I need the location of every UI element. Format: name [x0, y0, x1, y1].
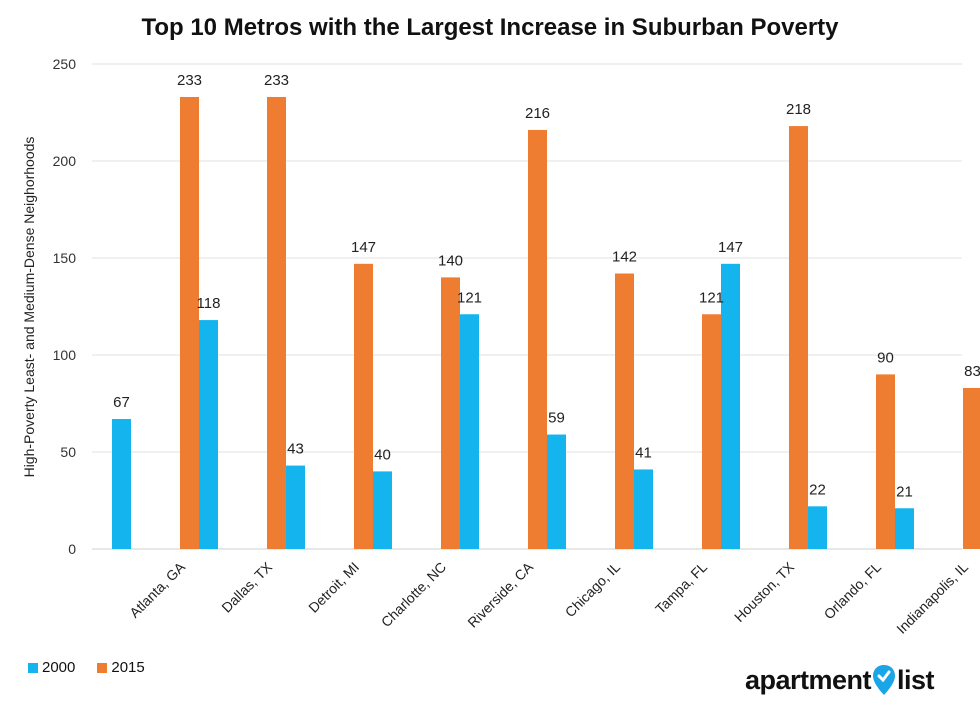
bar-2015: [528, 129, 547, 549]
y-tick-label: 100: [53, 347, 77, 363]
data-label-2015: 90: [877, 349, 894, 366]
legend-swatch-2015: [97, 662, 108, 673]
bar-2015: [963, 387, 980, 549]
map-pin-icon: [873, 665, 896, 695]
data-label-2015: 83: [964, 363, 980, 380]
y-tick-label: 0: [68, 541, 76, 557]
bar-2000: [199, 320, 218, 549]
brand-left-text: apartment: [745, 664, 872, 695]
gridlines: [92, 63, 962, 550]
category-labels: Atlanta, GA Dallas, TX Detroit, MI Charlott…: [126, 558, 971, 636]
bar-2000: [373, 471, 392, 549]
data-label-2000: 43: [287, 441, 304, 458]
data-label-2000: 41: [635, 444, 652, 461]
y-axis-ticks: 0 50 100 150 200 250: [53, 56, 77, 557]
data-label-2000: 22: [809, 481, 826, 498]
category-label: Riverside, CA: [464, 558, 536, 630]
bar-2000: [808, 506, 827, 549]
bar-2000: [112, 419, 131, 549]
bar-2000: [721, 263, 740, 549]
data-label-2000: 147: [718, 239, 743, 256]
y-tick-label: 200: [53, 153, 77, 169]
category-label: Indianapolis, IL: [893, 559, 971, 637]
bar-2015: [441, 277, 460, 549]
data-label-2015: 140: [438, 252, 463, 269]
y-tick-label: 50: [60, 444, 76, 460]
data-label-2000: 118: [197, 295, 221, 312]
bar-2015: [702, 314, 721, 549]
legend: 2000 2015: [28, 659, 145, 676]
data-label-2015: 216: [525, 105, 550, 122]
y-axis-title: High-Poverty Least- and Medium-Dense Nei…: [21, 137, 37, 478]
data-label-2000: 121: [457, 289, 482, 306]
y-tick-label: 250: [53, 56, 77, 72]
data-label-2015: 218: [786, 101, 811, 118]
data-label-2000: 40: [374, 446, 391, 463]
legend-item-2015: 2015: [97, 659, 145, 676]
chart-title: Top 10 Metros with the Largest Increase …: [141, 14, 839, 41]
legend-label-2015: 2015: [111, 659, 145, 676]
category-label: Houston, TX: [731, 558, 798, 625]
legend-item-2000: 2000: [28, 659, 75, 676]
category-label: Orlando, FL: [821, 559, 885, 623]
legend-swatch-2000: [28, 662, 38, 673]
category-label: Atlanta, GA: [126, 558, 188, 620]
category-label: Dallas, TX: [218, 558, 275, 615]
data-label-2015: 142: [612, 249, 637, 266]
bar-2000: [460, 314, 479, 549]
data-label-2015: 121: [699, 289, 724, 306]
bar-2015: [267, 96, 286, 549]
data-labels: 67 233 118 233 43 147 40 140 121 216 59 142 41 121 147…: [113, 72, 980, 500]
bar-2015: [615, 273, 634, 549]
bar-2015: [876, 374, 895, 549]
data-label-2000: 67: [113, 394, 130, 411]
category-label: Tampa, FL: [652, 559, 710, 617]
bar-2015: [354, 263, 373, 549]
data-label-2015: 233: [177, 72, 202, 89]
bars: [112, 96, 980, 549]
apartment-list-logo: apartment list: [745, 664, 935, 696]
bar-2000: [895, 508, 914, 549]
legend-label-2000: 2000: [42, 659, 76, 676]
bar-2015: [180, 96, 199, 549]
data-label-2015: 147: [351, 239, 376, 256]
data-label-2015: 233: [264, 72, 289, 89]
bar-2000: [634, 469, 653, 549]
data-label-2000: 21: [896, 483, 913, 500]
brand-right-text: list: [897, 664, 935, 695]
bar-2000: [547, 434, 566, 549]
bar-2000: [286, 465, 305, 549]
category-label: Detroit, MI: [305, 559, 362, 616]
category-label: Chicago, IL: [562, 559, 624, 621]
data-label-2000: 59: [548, 410, 565, 427]
bar-2015: [789, 126, 808, 549]
y-tick-label: 150: [53, 250, 77, 266]
category-label: Charlotte, NC: [378, 559, 449, 630]
